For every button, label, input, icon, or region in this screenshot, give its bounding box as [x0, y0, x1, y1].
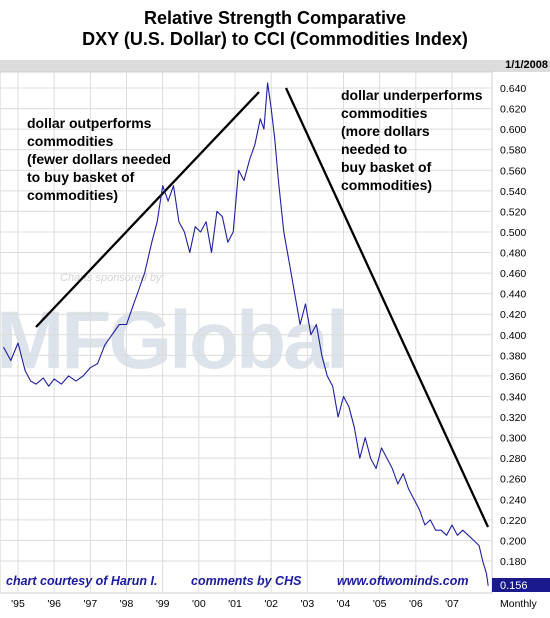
annotation-underperforms-line: needed to [341, 141, 408, 157]
annotation-underperforms-line: buy basket of [341, 159, 432, 175]
y-tick-label: 0.280 [500, 453, 526, 465]
y-tick-label: 0.420 [500, 309, 526, 321]
y-tick-label: 0.540 [500, 186, 526, 198]
y-tick-label: 0.520 [500, 206, 526, 218]
period-label: Monthly [500, 598, 538, 610]
sponsor-logo-watermark: MFGlobal [0, 295, 349, 386]
y-tick-label: 0.180 [500, 556, 526, 568]
x-tick-label: '03 [300, 598, 314, 610]
annotation-outperforms-line: to buy basket of [27, 169, 135, 185]
x-tick-label: '96 [47, 598, 61, 610]
x-tick-label: '01 [228, 598, 242, 610]
last-value-label: 0.156 [500, 580, 528, 592]
y-tick-label: 0.580 [500, 145, 526, 157]
y-tick-label: 0.320 [500, 412, 526, 424]
y-tick-label: 0.240 [500, 494, 526, 506]
underperform-trendline [284, 87, 490, 528]
x-tick-label: '04 [337, 598, 351, 610]
date-bar: 1/1/2008 [0, 59, 550, 72]
x-tick-label: '99 [156, 598, 170, 610]
title-line-1: Relative Strength Comparative [143, 8, 407, 28]
last-value-marker: 0.156 [492, 578, 550, 592]
plot-frame [0, 71, 493, 594]
x-tick-label: '97 [83, 598, 97, 610]
grid [0, 72, 492, 593]
annotation-underperforms: dollar underperforms commodities (more dol… [341, 86, 483, 194]
title-line-2: DXY (U.S. Dollar) to CCI (Commodities In… [82, 29, 468, 49]
y-tick-label: 0.300 [500, 433, 526, 445]
y-axis: 0.640 0.620 0.600 0.580 0.560 0.540 0.520 0.500… [500, 83, 526, 568]
y-tick-label: 0.440 [500, 289, 526, 301]
x-tick-label: '02 [264, 598, 278, 610]
y-tick-label: 0.340 [500, 391, 526, 403]
y-tick-label: 0.460 [500, 268, 526, 280]
y-tick-label: 0.620 [500, 104, 526, 116]
last-value-box [492, 578, 550, 592]
x-tick-label: '00 [192, 598, 206, 610]
annotation-outperforms-line: commodities [27, 133, 114, 149]
y-tick-label: 0.260 [500, 474, 526, 486]
credit-courtesy: chart courtesy of Harun I. [6, 574, 158, 588]
y-tick-label: 0.640 [500, 83, 526, 95]
y-tick-label: 0.360 [500, 371, 526, 383]
annotation-underperforms-line: dollar underperforms [341, 87, 483, 103]
date-label: 1/1/2008 [505, 59, 548, 71]
x-tick-label: '98 [120, 598, 134, 610]
y-tick-label: 0.220 [500, 515, 526, 527]
credit-comments: comments by CHS [191, 574, 302, 588]
x-tick-label: '07 [445, 598, 459, 610]
credit-website[interactable]: www.oftwominds.com [337, 574, 469, 588]
x-axis: '95 '96 '97 '98 '99 '00 '01 '02 '03 '04 '05 '06 '07 [11, 598, 459, 610]
annotation-underperforms-line: commodities) [341, 177, 433, 193]
annotation-outperforms-line: dollar outperforms [27, 115, 152, 131]
y-tick-label: 0.500 [500, 227, 526, 239]
y-tick-label: 0.400 [500, 330, 526, 342]
annotation-underperforms-line: (more dollars [341, 123, 430, 139]
y-tick-label: 0.480 [500, 248, 526, 260]
y-tick-label: 0.380 [500, 350, 526, 362]
series-line-dxy-cci [3, 82, 489, 586]
y-tick-label: 0.600 [500, 124, 526, 136]
x-tick-label: '06 [409, 598, 423, 610]
chart-title: Relative Strength Comparative DXY (U.S. … [0, 8, 550, 50]
outperform-trendline [35, 91, 260, 328]
x-tick-label: '05 [373, 598, 387, 610]
annotation-outperforms-line: (fewer dollars needed [27, 151, 171, 167]
y-tick-label: 0.200 [500, 535, 526, 547]
annotation-underperforms-line: commodities [341, 105, 428, 121]
annotation-outperforms-line: commodities) [27, 187, 119, 203]
y-tick-label: 0.560 [500, 165, 526, 177]
annotation-outperforms: dollar outperforms commodities (fewer doll… [27, 114, 171, 204]
x-tick-label: '95 [11, 598, 25, 610]
